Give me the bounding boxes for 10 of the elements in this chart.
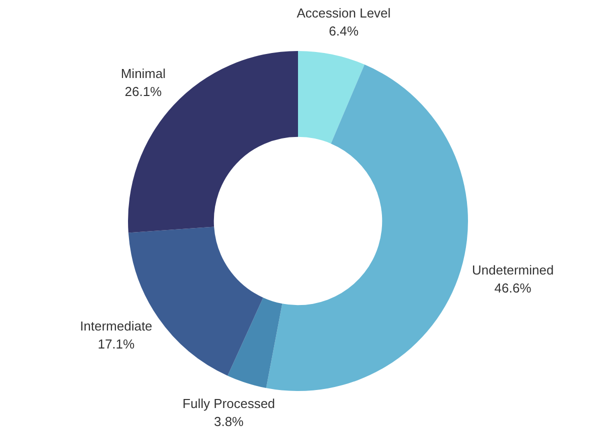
slice-label: Accession Level — [296, 6, 391, 21]
slice-label: Fully Processed — [182, 396, 276, 412]
data-label: 17.1% — [98, 336, 136, 352]
data-label: 26.1% — [124, 84, 162, 99]
data-label: 3.8% — [214, 414, 244, 430]
slice-label: Minimal — [120, 66, 166, 81]
data-label: 46.6% — [494, 280, 532, 296]
slice-label: Undetermined — [472, 262, 554, 278]
data-label: 6.4% — [328, 24, 359, 39]
slice-label: Intermediate — [80, 318, 152, 334]
